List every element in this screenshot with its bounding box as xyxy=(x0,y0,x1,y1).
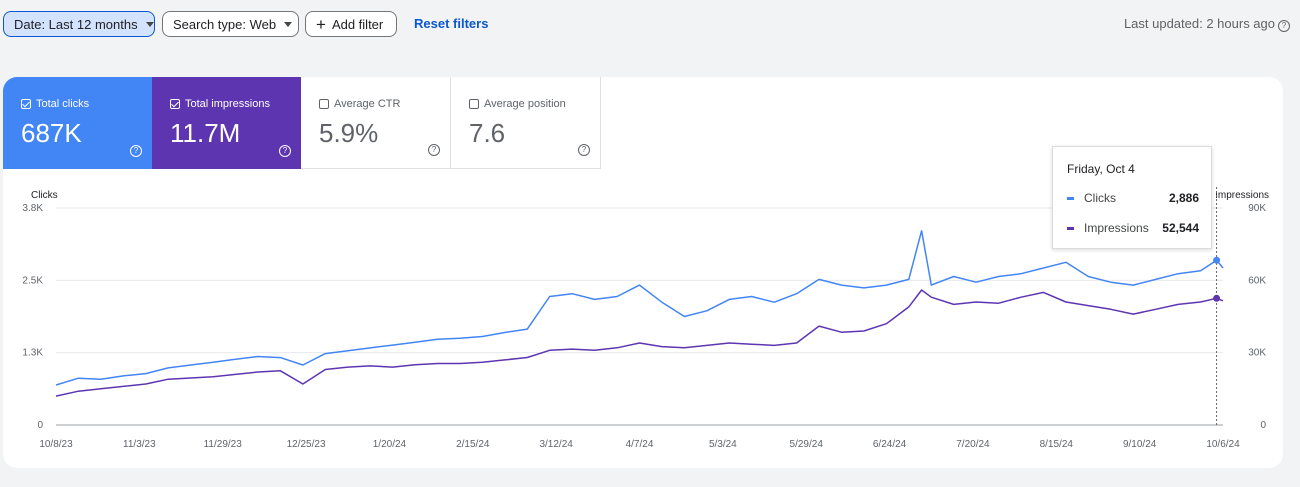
checkbox-unchecked-icon[interactable] xyxy=(469,99,479,109)
help-icon[interactable]: ? xyxy=(578,144,590,156)
x-tick-label: 10/8/23 xyxy=(39,439,73,450)
metric-total-clicks[interactable]: Total clicks 687K ? xyxy=(3,77,152,169)
hover-point-impressions xyxy=(1213,294,1221,302)
series-line-impressions xyxy=(55,289,1224,397)
clicks-legend-swatch xyxy=(1067,196,1074,200)
date-filter-label: Date: Last 12 months xyxy=(14,16,138,32)
metric-label: Total clicks xyxy=(36,98,90,110)
tooltip-date: Friday, Oct 4 xyxy=(1067,162,1135,176)
left-tick-label: 3.8K xyxy=(22,203,43,214)
x-tick-label: 2/15/24 xyxy=(456,439,490,450)
filter-bar: Date: Last 12 months Search type: Web + … xyxy=(0,0,1300,48)
tooltip-row-clicks: Clicks 2,886 xyxy=(1067,191,1199,205)
metric-label: Average CTR xyxy=(334,98,401,110)
x-tick-label: 10/6/24 xyxy=(1206,439,1240,450)
metric-value: 687K xyxy=(21,118,82,148)
x-tick-label: 4/7/24 xyxy=(626,439,654,450)
left-tick-label: 1.3K xyxy=(22,348,43,359)
left-tick-label: 0 xyxy=(37,420,43,431)
metric-label: Total impressions xyxy=(185,98,270,110)
right-axis-label: Impressions xyxy=(1215,190,1269,201)
right-tick-label: 30K xyxy=(1248,348,1266,359)
last-updated-text: Last updated: 2 hours ago xyxy=(1123,16,1275,31)
metric-label: Average position xyxy=(484,98,566,110)
tooltip-impressions-label: Impressions xyxy=(1084,221,1149,235)
tooltip-clicks-value: 2,886 xyxy=(1168,191,1199,205)
x-tick-label: 5/29/24 xyxy=(790,439,824,450)
right-tick-label: 90K xyxy=(1248,203,1266,214)
left-axis-label: Clicks xyxy=(31,190,58,201)
metric-total-impressions[interactable]: Total impressions 11.7M ? xyxy=(152,77,301,169)
search-type-chip[interactable]: Search type: Web xyxy=(162,11,299,37)
chart-tooltip: Friday, Oct 4 Clicks 2,886 Impressions 5… xyxy=(1052,146,1212,249)
x-tick-label: 5/3/24 xyxy=(709,439,737,450)
help-icon[interactable]: ? xyxy=(130,145,142,157)
performance-card: Total clicks 687K ? Total impressions 11… xyxy=(3,77,1283,468)
help-icon[interactable]: ? xyxy=(279,145,291,157)
help-icon[interactable]: ? xyxy=(428,144,440,156)
add-filter-button[interactable]: + Add filter xyxy=(305,11,397,37)
x-tick-label: 8/15/24 xyxy=(1040,439,1074,450)
checkbox-unchecked-icon[interactable] xyxy=(319,99,329,109)
caret-down-icon xyxy=(145,21,154,27)
left-tick-label: 2.5K xyxy=(22,275,43,286)
x-tick-label: 9/10/24 xyxy=(1123,439,1157,450)
help-icon[interactable]: ? xyxy=(1278,20,1290,32)
x-tick-label: 12/25/23 xyxy=(287,439,326,450)
checkbox-checked-icon[interactable] xyxy=(21,99,31,109)
x-tick-label: 11/3/23 xyxy=(123,439,156,450)
metric-average-position[interactable]: Average position 7.6 ? xyxy=(451,77,601,169)
search-type-label: Search type: Web xyxy=(173,16,277,32)
metric-average-ctr[interactable]: Average CTR 5.9% ? xyxy=(301,77,451,169)
checkbox-checked-icon[interactable] xyxy=(170,99,180,109)
last-updated: Last updated: 2 hours ago? xyxy=(1124,16,1290,32)
caret-down-icon xyxy=(284,21,293,27)
date-filter-chip[interactable]: Date: Last 12 months xyxy=(3,11,155,37)
metric-value: 11.7M xyxy=(170,118,241,148)
x-tick-label: 3/12/24 xyxy=(539,439,573,450)
right-tick-label: 60K xyxy=(1248,275,1266,286)
x-tick-label: 11/29/23 xyxy=(204,439,243,450)
tooltip-row-impressions: Impressions 52,544 xyxy=(1067,221,1199,235)
hover-point-clicks xyxy=(1213,256,1221,264)
x-tick-label: 6/24/24 xyxy=(873,439,907,450)
x-tick-label: 1/20/24 xyxy=(373,439,407,450)
series-line-clicks xyxy=(55,230,1224,386)
tooltip-impressions-value: 52,544 xyxy=(1162,221,1199,235)
x-tick-label: 7/20/24 xyxy=(956,439,990,450)
impressions-legend-swatch xyxy=(1067,226,1074,230)
right-tick-label: 0 xyxy=(1260,420,1266,431)
metric-value: 7.6 xyxy=(469,118,506,148)
metric-value: 5.9% xyxy=(319,118,379,148)
tooltip-clicks-label: Clicks xyxy=(1084,191,1116,205)
plus-icon: + xyxy=(316,14,326,34)
reset-filters-link[interactable]: Reset filters xyxy=(414,16,489,31)
add-filter-label: Add filter xyxy=(331,16,384,32)
